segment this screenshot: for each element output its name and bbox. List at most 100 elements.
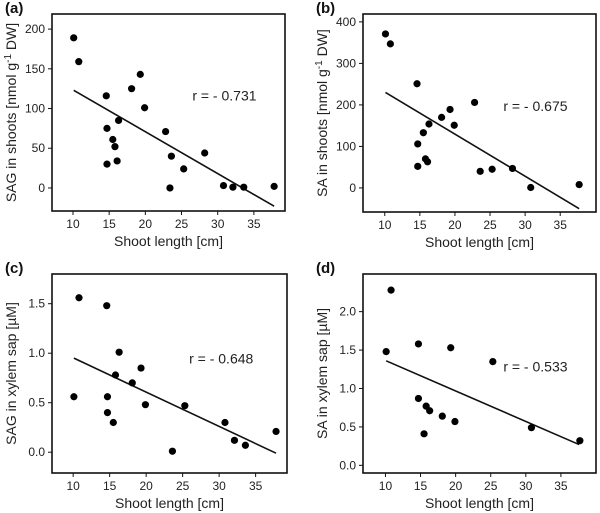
data-point <box>272 427 280 436</box>
x-tick-label: 30 <box>519 479 533 493</box>
data-point <box>230 436 239 444</box>
y-tick-label: 2.0 <box>339 305 356 319</box>
y-tick-label: 0.0 <box>28 445 45 459</box>
data-point <box>180 165 188 173</box>
data-point <box>103 302 111 310</box>
data-point <box>103 160 111 168</box>
x-tick-label: 15 <box>102 217 116 231</box>
y-tick-label: 0 <box>349 181 356 195</box>
data-point <box>414 394 423 403</box>
data-point <box>413 80 421 88</box>
data-point <box>426 407 434 415</box>
x-tick-label: 20 <box>449 479 463 493</box>
x-axis-label: Shoot length [cm] <box>114 233 223 249</box>
data-point <box>508 164 517 173</box>
data-point <box>470 98 479 107</box>
data-point <box>103 124 111 132</box>
data-point <box>136 70 144 78</box>
data-point <box>270 182 278 190</box>
data-point <box>221 418 229 427</box>
data-point <box>575 181 583 189</box>
x-tick-label: 25 <box>483 218 497 232</box>
data-point <box>382 348 390 356</box>
data-point <box>201 149 209 157</box>
x-axis-label: Shoot length [cm] <box>425 495 534 511</box>
y-tick-label: 100 <box>336 139 356 153</box>
panel-d: 10 15 20 25 30 35 0.0 0.5 1.0 1.5 2.0 Shoot length … <box>314 260 597 511</box>
data-point <box>527 424 536 432</box>
data-point <box>446 105 454 114</box>
y-label-text: SA in shoots [nmol g <box>314 69 330 197</box>
panel-label: (a) <box>5 0 23 17</box>
y-tick-label: 1.0 <box>339 381 356 395</box>
correlation-annotation: r = - 0.731 <box>192 88 256 104</box>
regression-line <box>73 357 277 454</box>
data-point <box>414 140 422 148</box>
y-label-text-end: DW] <box>3 23 19 54</box>
data-point <box>70 34 78 42</box>
plot-frame <box>51 13 286 212</box>
panel-c: 10 15 20 25 30 35 0.0 0.5 1.0 1.5 Shoot length [cm… <box>3 260 288 511</box>
data-point <box>476 167 484 175</box>
data-point <box>219 181 228 190</box>
data-point <box>103 409 112 417</box>
correlation-annotation: r = - 0.675 <box>503 98 567 114</box>
x-tick-label: 30 <box>212 479 226 493</box>
y-label-superscript: -1 <box>314 60 325 69</box>
data-point <box>103 393 112 401</box>
x-tick-label: 10 <box>66 479 80 493</box>
data-point <box>489 357 497 366</box>
x-tick-label: 35 <box>554 479 568 493</box>
data-point <box>75 58 83 66</box>
data-point <box>115 348 123 356</box>
data-point <box>419 129 427 137</box>
data-point <box>229 183 237 191</box>
x-tick-label: 20 <box>139 217 153 231</box>
y-tick-label: 150 <box>25 62 45 76</box>
data-point <box>70 393 78 401</box>
y-tick-label: 0 <box>38 181 45 195</box>
data-point <box>113 157 121 165</box>
data-point <box>114 116 123 125</box>
data-point <box>488 165 496 173</box>
data-point <box>167 152 175 160</box>
data-point <box>447 344 455 352</box>
x-tick-label: 20 <box>139 479 153 493</box>
data-point <box>111 143 119 151</box>
y-label-superscript: -1 <box>3 54 14 63</box>
y-tick-label: 1.5 <box>339 343 356 357</box>
x-tick-label: 35 <box>554 218 568 232</box>
y-tick-label: 200 <box>336 98 356 112</box>
data-point <box>527 183 535 192</box>
data-point <box>141 104 149 112</box>
panel-label: (c) <box>5 260 23 277</box>
data-point <box>387 286 395 294</box>
data-point <box>450 121 458 129</box>
y-tick-label: 400 <box>336 15 356 29</box>
y-tick-label: 300 <box>336 56 356 70</box>
x-tick-label: 30 <box>518 218 532 232</box>
x-tick-label: 10 <box>378 218 392 232</box>
data-point <box>414 340 423 348</box>
y-axis-label: SAG in xylem sap [µM] <box>3 302 19 445</box>
data-point <box>576 437 584 445</box>
y-label-text: SAG in shoots [nmol g <box>3 63 19 202</box>
y-tick-label: 0.5 <box>339 420 356 434</box>
panel-label: (b) <box>316 0 335 17</box>
y-tick-label: 50 <box>32 141 46 155</box>
x-tick-label: 25 <box>176 479 190 493</box>
data-point <box>420 430 428 438</box>
data-point <box>111 371 120 379</box>
panel-b: 10 15 20 25 30 35 0 100 200 300 400 Shoot length [c… <box>314 0 597 250</box>
data-point <box>109 135 117 144</box>
x-axis-label: Shoot length [cm] <box>425 234 534 250</box>
regression-line <box>385 91 580 210</box>
data-point <box>414 162 422 170</box>
y-label-text: SA in xylem sap [µM] <box>314 308 330 439</box>
y-tick-label: 0.5 <box>28 396 45 410</box>
x-tick-label: 15 <box>413 218 427 232</box>
correlation-annotation: r = - 0.533 <box>503 359 567 375</box>
x-tick-label: 35 <box>247 217 261 231</box>
data-point <box>425 120 433 128</box>
